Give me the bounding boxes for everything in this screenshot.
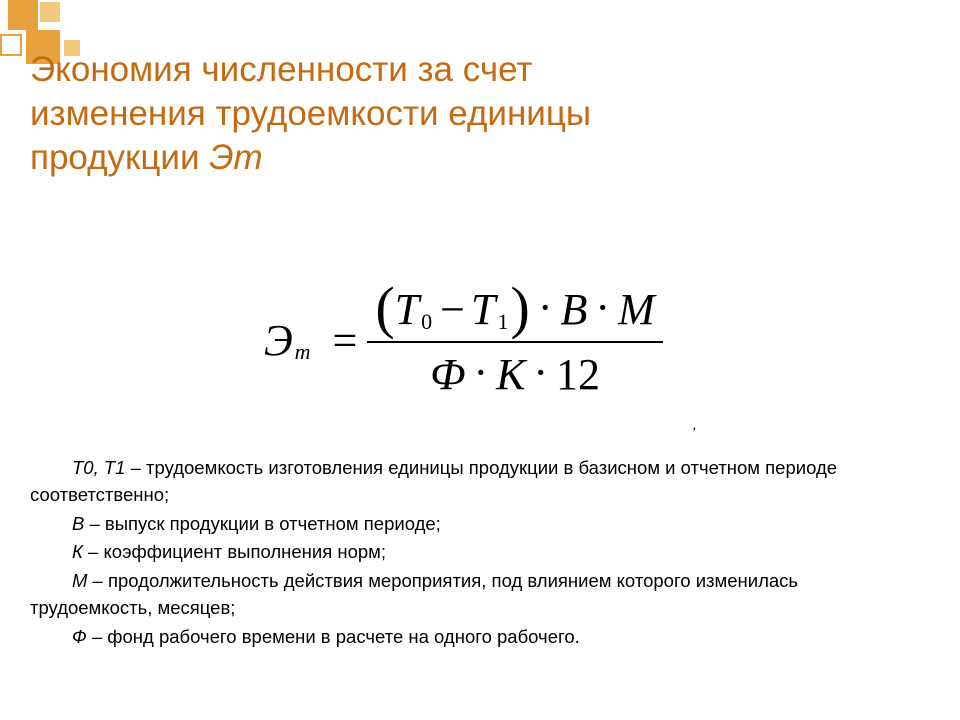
num-M: M (618, 284, 655, 335)
numerator: ( T0 − T1 ) · B · M (367, 282, 662, 337)
deco-square (40, 2, 60, 22)
legend-item: М – продолжительность действия мероприят… (30, 568, 920, 622)
legend-symbol: Т0, Т1 (72, 457, 125, 478)
den-12: 12 (556, 349, 600, 400)
fraction: ( T0 − T1 ) · B · M Ф (367, 282, 662, 402)
formula: Эт = ( T0 − T1 ) · B · M (264, 280, 696, 400)
num-T-a: T (395, 284, 419, 335)
legend-item: Т0, Т1 – трудоемкость изготовления едини… (30, 455, 920, 509)
slide-title: Экономия численности за счет изменения т… (30, 48, 920, 179)
legend: Т0, Т1 – трудоемкость изготовления едини… (30, 455, 920, 653)
title-line-2: изменения трудоемкости единицы (30, 94, 591, 133)
lhs-subscript: т (295, 339, 311, 365)
lhs-symbol: Э (264, 315, 293, 366)
num-T-b: T (471, 284, 495, 335)
dot-2: · (595, 282, 610, 333)
legend-symbol: К (72, 541, 83, 562)
legend-text: – трудоемкость изготовления единицы прод… (30, 457, 837, 505)
legend-text: – коэффициент выполнения норм; (83, 541, 386, 562)
dot-1: · (538, 282, 553, 333)
dot-3: · (473, 347, 488, 398)
minus: − (440, 284, 465, 335)
dot-4: · (533, 347, 548, 398)
legend-text: – продолжительность действия мероприятия… (30, 570, 798, 618)
formula-container: Эт = ( T0 − T1 ) · B · M (0, 280, 960, 400)
title-line-3a: продукции (30, 138, 209, 177)
den-K: К (496, 349, 525, 400)
legend-item: К – коэффициент выполнения норм; (30, 539, 920, 566)
deco-square (0, 34, 22, 56)
formula-lhs: Эт (264, 315, 313, 366)
trailing-comma: , (693, 418, 697, 434)
legend-text: – фонд рабочего времени в расчете на одн… (87, 626, 580, 647)
slide: Экономия численности за счет изменения т… (0, 0, 960, 720)
title-line-1: Экономия численности за счет (30, 50, 532, 89)
den-F: Ф (430, 349, 465, 400)
num-sub0: 0 (421, 309, 432, 335)
num-B: B (560, 284, 587, 335)
legend-item: В – выпуск продукции в отчетном периоде; (30, 511, 920, 538)
equals-sign: = (333, 315, 358, 366)
legend-symbol: В (72, 513, 84, 534)
legend-symbol: М (72, 570, 87, 591)
legend-text: – выпуск продукции в отчетном периоде; (84, 513, 440, 534)
legend-symbol: Ф (72, 626, 87, 647)
title-line-3b: Эт (209, 138, 262, 177)
fraction-bar (367, 341, 662, 343)
num-sub1: 1 (497, 309, 508, 335)
deco-square (8, 0, 38, 30)
denominator: Ф · К · 12 (422, 347, 608, 402)
legend-item: Ф – фонд рабочего времени в расчете на о… (30, 624, 920, 651)
